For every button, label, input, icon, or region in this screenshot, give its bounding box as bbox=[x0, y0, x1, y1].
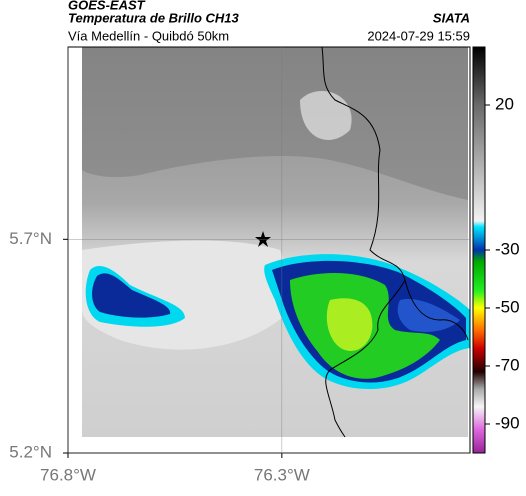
route: Vía Medellín - Quibdó 50km bbox=[68, 28, 229, 43]
colorbar-tick-label: -50 bbox=[495, 297, 520, 316]
timestamp: 2024-07-29 15:59 bbox=[367, 28, 470, 43]
x-tick-label: 76.8°W bbox=[40, 465, 96, 484]
colorbar-tick-label: -70 bbox=[495, 355, 520, 374]
satellite-image bbox=[82, 46, 470, 438]
colorbar bbox=[472, 46, 486, 454]
y-tick-label: 5.7°N bbox=[9, 229, 52, 248]
colorbar-tick-label: -30 bbox=[495, 239, 520, 258]
y-tick-label: 5.2°N bbox=[9, 442, 52, 461]
x-tick-label: 76.3°W bbox=[254, 465, 310, 484]
subtitle: Temperatura de Brillo CH13 bbox=[68, 10, 240, 25]
source: SIATA bbox=[433, 10, 470, 25]
colorbar-tick-label: 20 bbox=[495, 94, 514, 113]
colorbar-tick-label: -90 bbox=[495, 413, 520, 432]
title: GOES-EAST bbox=[68, 0, 146, 12]
